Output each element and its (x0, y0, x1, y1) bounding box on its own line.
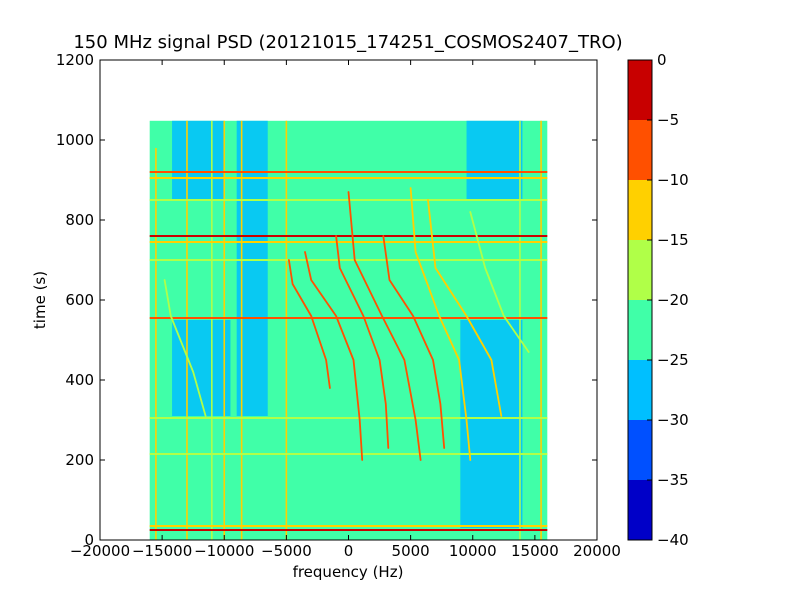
x-tick-label: −15000 (132, 542, 192, 560)
colorbar-tick-label: −5 (657, 111, 679, 129)
colorbar-segment (628, 300, 652, 360)
y-tick-label: 1000 (56, 131, 94, 149)
doppler-track (335, 235, 390, 449)
colorbar-tick-label: −35 (657, 471, 689, 489)
doppler-track (347, 191, 422, 461)
colorbar-segment (628, 60, 652, 120)
colorbar-tick-label: 0 (657, 51, 667, 69)
doppler-track (304, 251, 364, 461)
colorbar-tick-label: −30 (657, 411, 689, 429)
x-tick-label: −5000 (261, 542, 312, 560)
x-tick-label: 15000 (511, 542, 559, 560)
colorbar-segment (628, 360, 652, 420)
colorbar-segment (628, 240, 652, 300)
plot-area (149, 120, 548, 540)
colorbar-tick-label: −10 (657, 171, 689, 189)
low-power-band (172, 120, 225, 200)
colorbar-tick-label: −15 (657, 231, 689, 249)
colorbar-tick-label: −20 (657, 291, 689, 309)
x-axis-label: frequency (Hz) (293, 563, 404, 581)
y-tick-label: 800 (65, 211, 94, 229)
y-axis-label: time (s) (31, 271, 49, 329)
doppler-track (427, 199, 503, 417)
y-tick-label: 400 (65, 371, 94, 389)
y-tick-label: 1200 (56, 51, 94, 69)
doppler-track (287, 259, 331, 389)
y-tick-label: 200 (65, 451, 94, 469)
doppler-track (163, 279, 207, 417)
y-axis: 0 200 400 600 800 1000 1200 (56, 51, 597, 549)
colorbar-segment (628, 420, 652, 480)
x-tick-label: −10000 (194, 542, 254, 560)
doppler-track (469, 211, 530, 353)
y-tick-label: 0 (84, 531, 94, 549)
chart-title: 150 MHz signal PSD (20121015_174251_COSM… (73, 32, 622, 53)
colorbar-segment (628, 120, 652, 180)
doppler-track (382, 235, 446, 449)
x-tick-label: 0 (344, 542, 354, 560)
low-power-band (466, 120, 523, 200)
heatmap-data-layer (149, 120, 548, 540)
colorbar-tick-label: −25 (657, 351, 689, 369)
x-axis: −20000 −15000 −10000 −5000 0 5000 10000 15000 20… (70, 60, 621, 560)
colorbar-segment (628, 180, 652, 240)
x-tick-label: 10000 (449, 542, 497, 560)
x-tick-label: 20000 (573, 542, 621, 560)
colorbar: −40 −35 −30 −25 −20 −15 −10 −5 0 (627, 51, 689, 549)
doppler-track (409, 187, 472, 461)
y-tick-label: 600 (65, 291, 94, 309)
low-power-band (460, 320, 523, 528)
colorbar-segment (628, 480, 652, 540)
x-tick-label: −20000 (70, 542, 130, 560)
x-tick-label: 5000 (392, 542, 430, 560)
colorbar-tick-label: −40 (657, 531, 689, 549)
